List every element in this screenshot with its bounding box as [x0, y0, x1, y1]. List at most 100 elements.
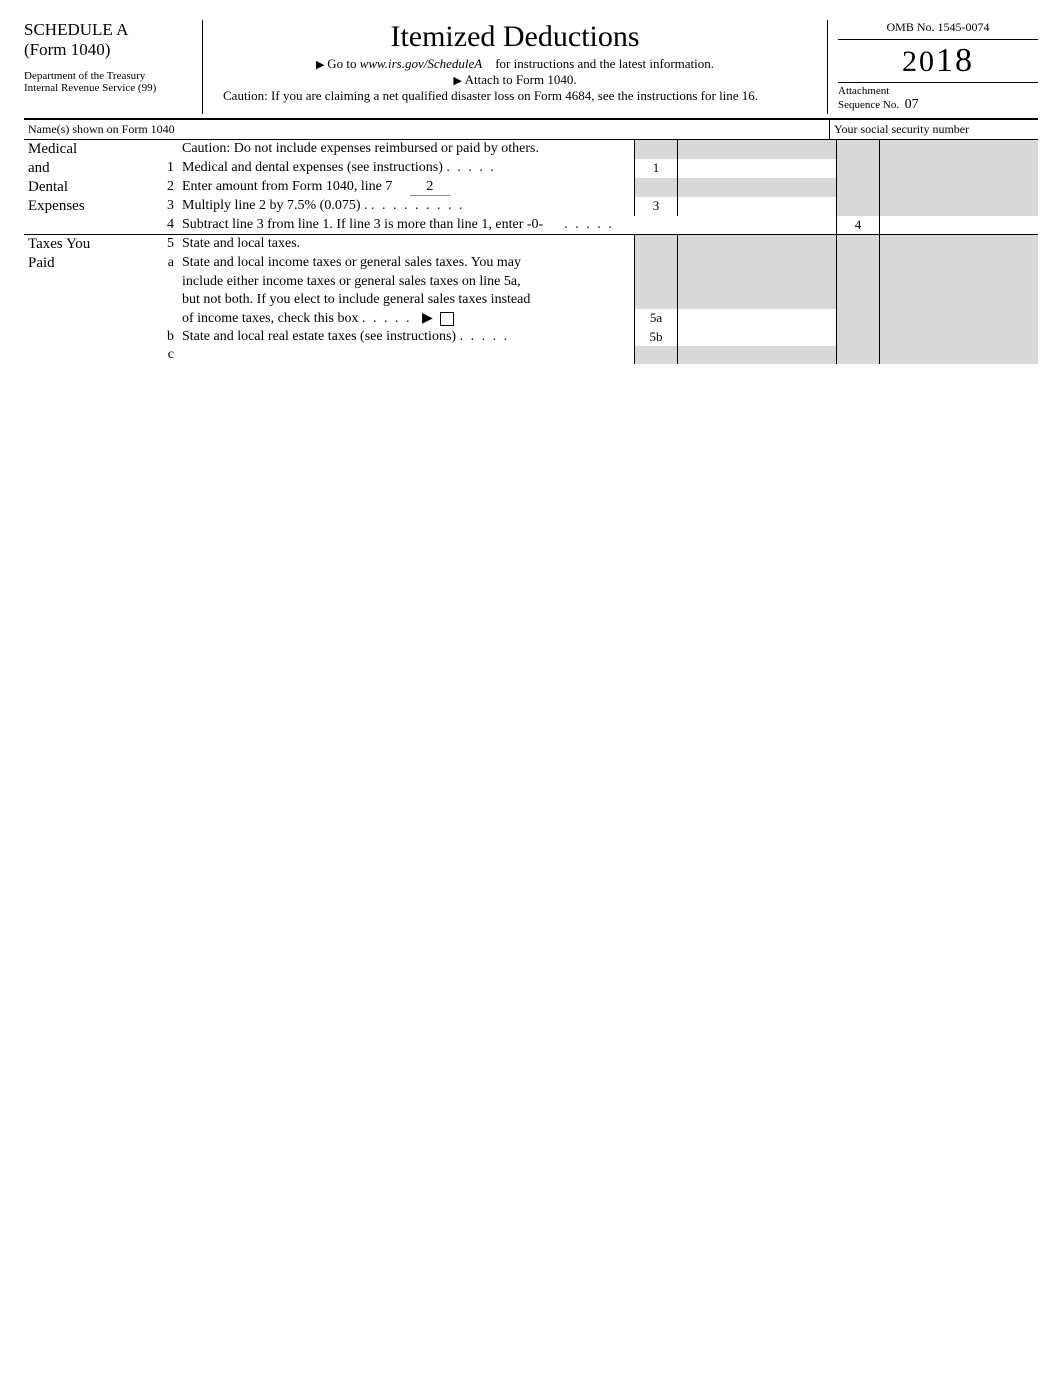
line5a-box-no: 5a	[635, 309, 678, 328]
side-blank	[24, 273, 152, 291]
line1-label: Medical and dental expenses (see instruc…	[182, 160, 443, 175]
line3-label: Multiply line 2 by 7.5% (0.075) .	[182, 198, 368, 213]
year-prefix: 20	[902, 45, 936, 78]
names-label: Name(s) shown on Form 1040	[24, 120, 829, 139]
line-5b-row: b State and local real estate taxes (see…	[24, 328, 1038, 346]
line5b-text: State and local real estate taxes (see i…	[182, 329, 456, 344]
lineno-shade	[837, 254, 880, 273]
arrow-icon	[316, 56, 327, 71]
amt-shade	[880, 291, 1039, 309]
amt-shade	[880, 235, 1039, 255]
lineno-shade	[837, 346, 880, 364]
line4-text: Subtract line 3 from line 1. If line 3 i…	[178, 216, 837, 234]
line4-label: Subtract line 3 from line 1. If line 3 i…	[182, 217, 543, 232]
line2-text: Enter amount from Form 1040, line 7 2	[178, 178, 635, 197]
amt-shade	[678, 273, 837, 291]
lineno-shade	[635, 291, 678, 309]
name-ssn-row: Name(s) shown on Form 1040 Your social s…	[24, 120, 1038, 140]
lineno-shade	[837, 140, 880, 159]
goto-url: www.irs.gov/ScheduleA	[360, 56, 483, 71]
side-paid: Paid	[24, 254, 152, 273]
side-expenses: Expenses	[24, 197, 152, 216]
side-blank	[24, 216, 152, 234]
line-3-row: Expenses 3 Multiply line 2 by 7.5% (0.07…	[24, 197, 1038, 216]
amt-shade	[678, 140, 837, 159]
dots	[446, 160, 496, 175]
line3-amount[interactable]	[678, 197, 837, 216]
line5b-amount[interactable]	[678, 328, 837, 346]
amt-shade	[880, 159, 1039, 178]
header-caution: Caution: If you are claiming a net quali…	[213, 88, 817, 104]
form-header: SCHEDULE A (Form 1040) Department of the…	[24, 20, 1038, 120]
blank	[152, 140, 178, 159]
checkbox-sales-tax[interactable]	[440, 312, 454, 326]
form-label: (Form 1040)	[24, 40, 194, 60]
lineno-shade	[635, 254, 678, 273]
dept-irs: Internal Revenue Service (99)	[24, 82, 194, 94]
dots	[460, 329, 510, 344]
line5a-label: a	[152, 254, 178, 273]
amt-shade	[678, 235, 837, 255]
line1-box-no: 1	[635, 159, 678, 178]
caution-text: Do not include expenses reimbursed or pa…	[234, 141, 539, 156]
dots	[362, 311, 412, 326]
medical-caution-row: Medical Caution: Do not include expenses…	[24, 140, 1038, 159]
header-left: SCHEDULE A (Form 1040) Department of the…	[24, 20, 203, 114]
header-middle: Itemized Deductions Go to www.irs.gov/Sc…	[203, 20, 827, 114]
omb-number: OMB No. 1545-0074	[838, 20, 1038, 40]
lineno-shade	[635, 178, 678, 197]
line-5c-row: c	[24, 346, 1038, 364]
lineno-shade	[837, 291, 880, 309]
lineno-shade	[635, 235, 678, 255]
line5a-text2: include either income taxes or general s…	[178, 273, 635, 291]
line1-text: Medical and dental expenses (see instruc…	[178, 159, 635, 178]
caution-prefix: Caution:	[223, 88, 268, 103]
line3-box-no: 3	[635, 197, 678, 216]
goto-prefix: Go to	[327, 56, 356, 71]
line5c-cell	[178, 346, 635, 364]
line5a-text1: State and local income taxes or general …	[178, 254, 635, 273]
line5a-text4-cell: of income taxes, check this box ▶	[178, 309, 635, 328]
line5b-box-no: 5b	[635, 328, 678, 346]
line5a-text4: of income taxes, check this box	[182, 311, 359, 326]
line5c-label: c	[152, 346, 178, 364]
line5b-label: b	[152, 328, 178, 346]
sequence-block: Attachment Sequence No. 07	[838, 83, 1038, 114]
line-5a-row-2: include either income taxes or general s…	[24, 273, 1038, 291]
form-page: SCHEDULE A (Form 1040) Department of the…	[0, 0, 1062, 404]
side-medical: Medical	[24, 140, 152, 159]
line5-text: State and local taxes.	[178, 235, 635, 255]
line2-inline-box: 2	[410, 179, 450, 196]
amt-shade	[880, 309, 1039, 328]
line5a-amount[interactable]	[678, 309, 837, 328]
line2-label: Enter amount from Form 1040, line 7	[182, 179, 392, 194]
caution-prefix: Caution:	[182, 141, 230, 156]
attachment-label: Attachment	[838, 85, 889, 97]
line-5-row: Taxes You 5 State and local taxes.	[24, 235, 1038, 255]
form-body: Medical Caution: Do not include expenses…	[24, 140, 1038, 364]
line5a-text3: but not both. If you elect to include ge…	[178, 291, 635, 309]
side-taxes: Taxes You	[24, 235, 152, 255]
line1-amount[interactable]	[678, 159, 837, 178]
lineno-shade	[837, 328, 880, 346]
lineno-shade	[635, 140, 678, 159]
side-blank	[24, 328, 152, 346]
amt-shade	[880, 140, 1039, 159]
line5-num: 5	[152, 235, 178, 255]
line5b-cell: State and local real estate taxes (see i…	[178, 328, 635, 346]
line3-text: Multiply line 2 by 7.5% (0.075) .	[178, 197, 635, 216]
lineno-shade	[837, 273, 880, 291]
dept-treasury: Department of the Treasury	[24, 70, 194, 82]
line1-num: 1	[152, 159, 178, 178]
line3-num: 3	[152, 197, 178, 216]
dots	[371, 198, 465, 213]
line4-amount[interactable]	[880, 216, 1039, 234]
amt-shade	[678, 254, 837, 273]
header-right: OMB No. 1545-0074 2018 Attachment Sequen…	[827, 20, 1038, 114]
line-5a-row-1: Paid a State and local income taxes or g…	[24, 254, 1038, 273]
attach-text: Attach to Form 1040.	[465, 72, 577, 87]
lineno-shade	[837, 197, 880, 216]
line-4-row: 4 Subtract line 3 from line 1. If line 3…	[24, 216, 1038, 234]
amt-shade	[880, 328, 1039, 346]
blank	[152, 273, 178, 291]
